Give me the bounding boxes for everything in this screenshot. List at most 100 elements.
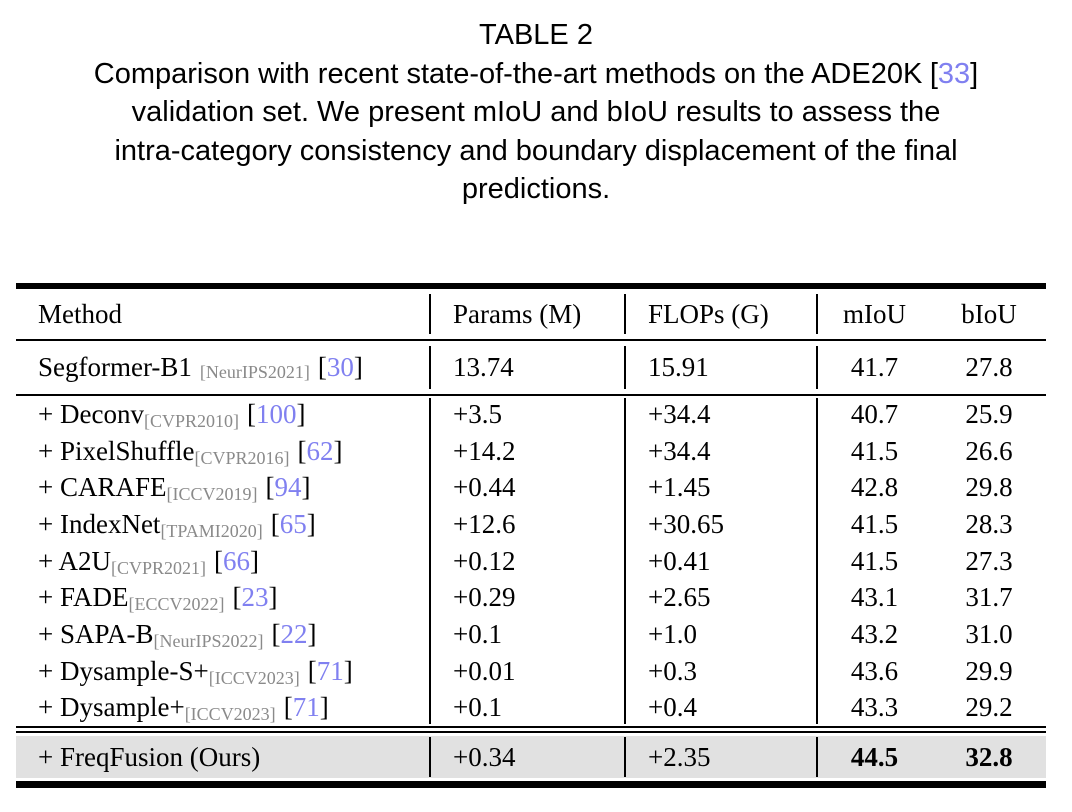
table-row: + Dysample+[ICCV2023] [71] +0.1 +0.4 43.3… (16, 690, 1046, 727)
column-divider (429, 737, 431, 778)
params-value: +0.29 (453, 582, 516, 613)
bracket-open: [ (297, 435, 307, 466)
table-row: + SAPA-B[NeurIPS2022] [22] +0.1 +1.0 43.2… (16, 616, 1046, 653)
citation-link[interactable]: [65] (271, 509, 316, 539)
caption-line-4: predictions. (461, 173, 611, 205)
bracket-close: ] (301, 472, 311, 503)
bracket-close: ] (353, 352, 363, 382)
flops-value: +0.3 (648, 655, 697, 686)
highlighted-row-wrap: + FreqFusion (Ours) +0.34 +2.35 44.5 32.… (16, 733, 1046, 781)
miou-value: 44.5 (850, 741, 899, 772)
flops-value: +1.45 (648, 472, 711, 503)
citation-link[interactable]: [62] (298, 436, 343, 466)
params-value: +0.01 (453, 655, 516, 686)
params-value: +14.2 (453, 435, 516, 466)
column-header-params: Params (M) (453, 298, 582, 329)
method-name: + Deconv (38, 398, 144, 429)
method-name: + A2U (38, 545, 111, 576)
citation-link[interactable]: [23] (232, 582, 277, 612)
citation-link[interactable]: [22] (272, 619, 317, 649)
miou-value: 42.8 (850, 472, 899, 503)
biou-value: 29.2 (965, 692, 1013, 723)
method-name: + CARAFE (38, 472, 167, 503)
table-row: + FADE[ECCV2022] [23] +0.29 +2.65 43.1 31… (16, 579, 1046, 616)
method-name: + FADE (38, 582, 129, 613)
citation-number: 23 (241, 582, 269, 613)
bracket-open: [ (317, 352, 327, 382)
biou-value: 27.8 (965, 352, 1013, 382)
method-name: + SAPA-B (38, 618, 154, 649)
miou-value: 41.5 (850, 508, 899, 539)
citation-number: 65 (279, 508, 307, 539)
table-row: + PixelShuffle[CVPR2016] [62] +14.2 +34.4… (16, 433, 1046, 470)
rule-under-baseline (16, 394, 1046, 396)
params-value: 13.74 (453, 352, 514, 382)
column-divider (429, 346, 431, 389)
citation-link[interactable]: [100] (247, 399, 306, 429)
method-name: Segformer-B1 (38, 352, 192, 382)
params-value: +0.44 (453, 472, 516, 503)
citation-number: 30 (326, 352, 354, 382)
caption-line-3: intra-category consistency and boundary … (114, 134, 958, 167)
caption-line-1: Comparison with recent state-of-the-art … (0, 55, 1072, 94)
citation-link[interactable]: [94] (266, 472, 311, 502)
miou-value: 41.5 (850, 545, 899, 576)
citation-link[interactable]: [66] (214, 546, 259, 576)
method-name: + Dysample+ (38, 692, 185, 723)
biou-value: 27.3 (965, 545, 1013, 576)
rule-under-header (16, 339, 1046, 341)
column-divider (429, 294, 431, 334)
table-caption: TABLE 2 Comparison with recent state-of-… (0, 16, 1072, 209)
citation-link[interactable]: [71] (284, 692, 329, 722)
bracket-open: [ (307, 655, 317, 686)
flops-value: +0.41 (648, 545, 711, 576)
biou-value: 29.8 (965, 472, 1013, 503)
column-divider (816, 737, 818, 778)
column-header-flops: FLOPs (G) (648, 298, 769, 329)
flops-value: 15.91 (648, 352, 709, 382)
citation-link[interactable]: [30] (318, 352, 363, 382)
miou-value: 43.3 (850, 692, 899, 723)
method-name: + PixelShuffle (38, 435, 195, 466)
biou-value: 31.7 (965, 582, 1013, 613)
citation-number: 22 (280, 618, 308, 649)
venue-tag: [ECCV2022] (128, 594, 225, 615)
miou-value: 43.2 (850, 618, 899, 649)
venue-tag: [ICCV2019] (166, 484, 258, 505)
citation-link[interactable]: [33] (930, 58, 978, 90)
method-name: + IndexNet (38, 508, 161, 539)
rule-top (16, 283, 1046, 289)
table-row: + Dysample-S+[ICCV2023] [71] +0.01 +0.3 4… (16, 653, 1046, 690)
bracket-close: ] (250, 545, 259, 576)
column-divider (816, 398, 818, 725)
citation-number: 100 (255, 398, 297, 429)
table-row: + CARAFE[ICCV2019] [94] +0.44 +1.45 42.8 … (16, 469, 1046, 506)
column-divider (624, 294, 626, 334)
bracket-close: ] (343, 655, 353, 686)
flops-value: +30.65 (648, 508, 724, 539)
column-header-biou: bIoU (961, 298, 1017, 329)
flops-value: +2.65 (648, 582, 711, 613)
column-divider (429, 398, 431, 725)
bracket-close: ] (268, 582, 278, 613)
venue-tag: [NeurIPS2021] (199, 362, 310, 382)
venue-tag: [ICCV2023] (184, 704, 276, 725)
venue-tag: [CVPR2010] (143, 410, 239, 431)
baseline-row: Segformer-B1 [NeurIPS2021] [30] 13.74 15.9… (16, 341, 1046, 394)
bracket-close: ] (306, 508, 316, 539)
column-divider (816, 346, 818, 389)
params-value: +12.6 (453, 508, 516, 539)
venue-tag: [ICCV2023] (208, 667, 300, 688)
rule-bottom (16, 781, 1046, 789)
method-name: + Dysample-S+ (38, 655, 209, 686)
biou-value: 31.0 (965, 618, 1013, 649)
params-value: +0.1 (453, 618, 502, 649)
miou-value: 43.1 (850, 582, 899, 613)
table-row: + A2U[CVPR2021] [66] +0.12 +0.41 41.5 27.… (16, 543, 1046, 580)
biou-value: 29.9 (965, 655, 1013, 686)
miou-value: 41.5 (850, 435, 899, 466)
citation-number: 66 (223, 545, 250, 576)
caption-text: Comparison with recent state-of-the-art … (93, 57, 923, 90)
citation-link[interactable]: [71] (308, 656, 353, 686)
venue-tag: [TPAMI2020] (160, 520, 263, 541)
